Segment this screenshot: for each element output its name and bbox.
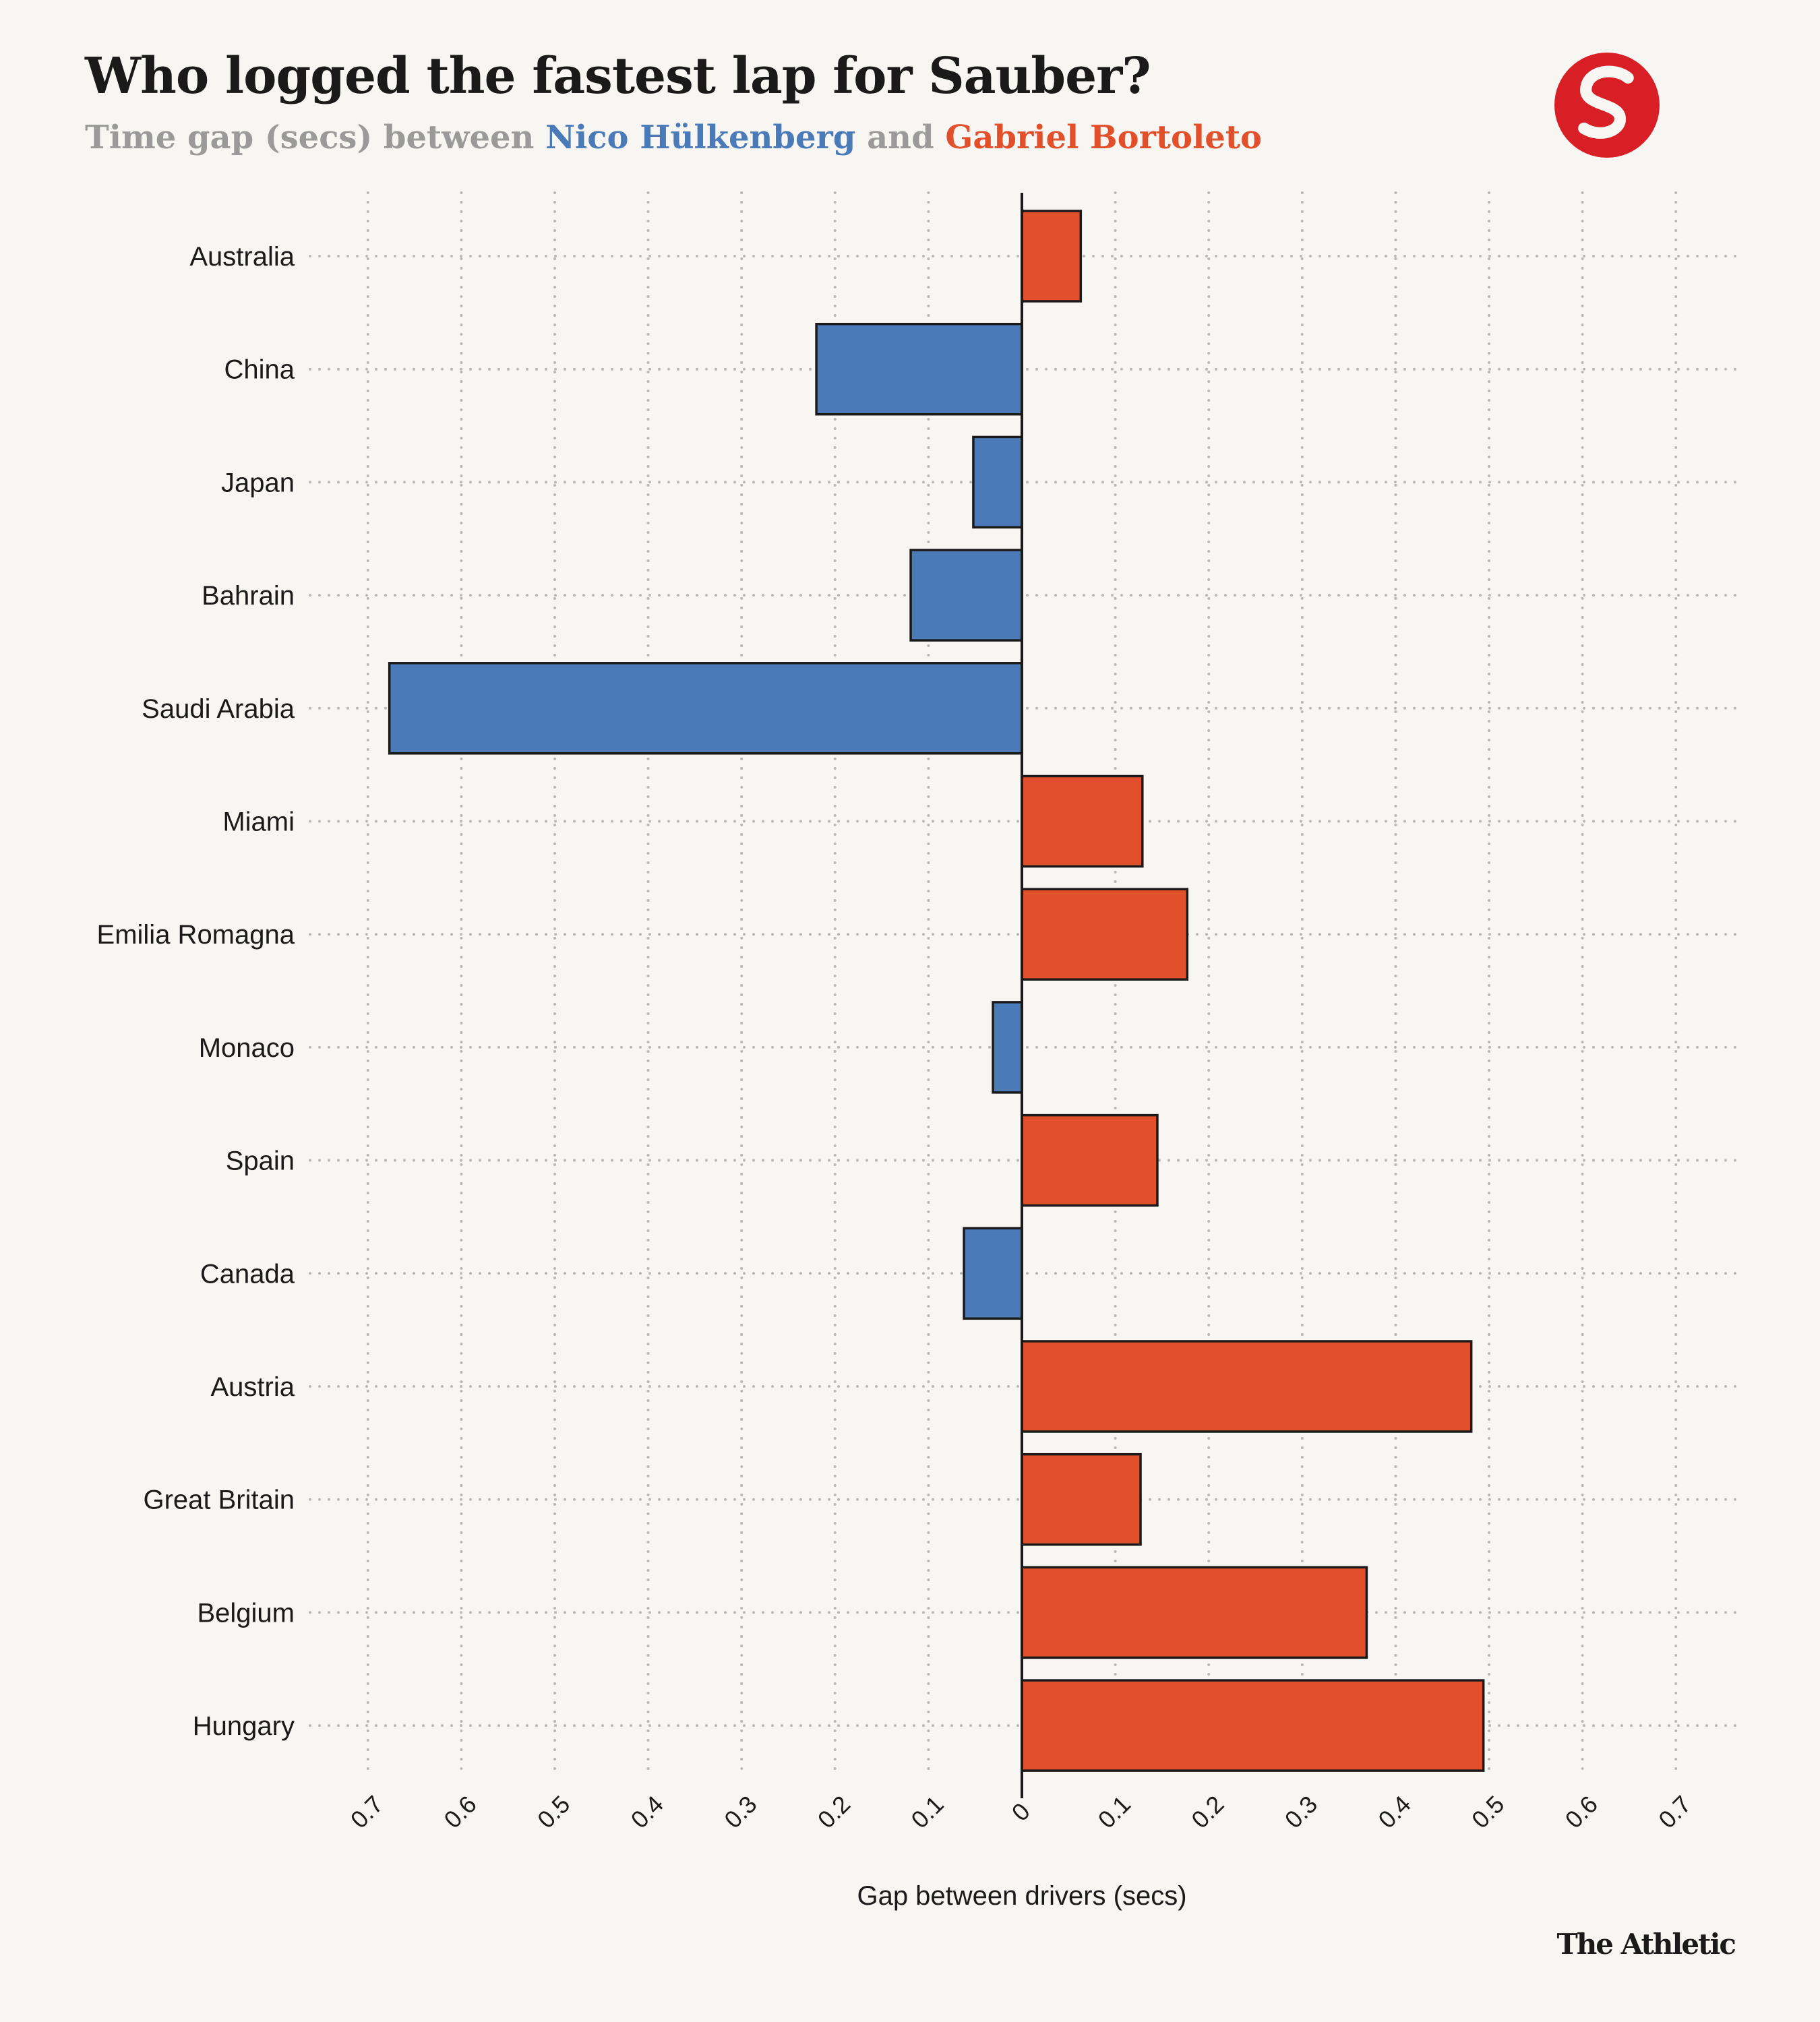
x-tick-label: 0.6 bbox=[1560, 1790, 1603, 1833]
bar bbox=[963, 1227, 1023, 1320]
category-label: Miami bbox=[222, 807, 295, 837]
x-tick-label: 0.2 bbox=[812, 1790, 855, 1833]
category-label: China bbox=[224, 355, 295, 385]
subtitle-mid: and bbox=[855, 119, 946, 156]
bar bbox=[1021, 210, 1083, 303]
category-label: Hungary bbox=[193, 1711, 295, 1741]
chart-title: Who logged the fastest lap for Sauber? bbox=[85, 47, 1151, 105]
x-axis-title: Gap between drivers (secs) bbox=[857, 1881, 1186, 1911]
bar bbox=[1021, 1340, 1473, 1433]
athletic-s-logo-icon bbox=[1554, 53, 1660, 158]
chart-subtitle: Time gap (secs) between Nico Hülkenberg … bbox=[85, 119, 1262, 156]
bar bbox=[992, 1001, 1023, 1094]
bar bbox=[1021, 1113, 1159, 1207]
bar bbox=[1021, 1452, 1142, 1546]
bar bbox=[972, 435, 1023, 529]
bar bbox=[1021, 774, 1144, 868]
category-label: Monaco bbox=[199, 1033, 295, 1063]
bar bbox=[909, 549, 1023, 642]
brand-wordmark: The Athletic bbox=[1556, 1928, 1736, 1961]
x-tick-label: 0.7 bbox=[345, 1790, 388, 1833]
x-tick-label: 0.5 bbox=[1466, 1790, 1509, 1833]
category-label: Japan bbox=[221, 468, 295, 497]
x-tick-label: 0.5 bbox=[532, 1790, 575, 1833]
category-label: Spain bbox=[226, 1146, 295, 1176]
category-label: Great Britain bbox=[143, 1485, 295, 1515]
x-tick-label: 0.3 bbox=[1279, 1790, 1323, 1833]
x-tick-label: 0.4 bbox=[626, 1790, 669, 1833]
legend-driver-b: Gabriel Bortoleto bbox=[945, 119, 1263, 156]
category-label: Bahrain bbox=[202, 581, 295, 611]
bar bbox=[1021, 1566, 1368, 1659]
x-tick-label: 0.1 bbox=[905, 1790, 948, 1833]
x-tick-label: 0.2 bbox=[1186, 1790, 1229, 1833]
category-label: Australia bbox=[189, 242, 295, 272]
category-label: Austria bbox=[211, 1372, 295, 1402]
x-tick-label: 0 bbox=[1006, 1798, 1035, 1827]
legend-driver-a: Nico Hülkenberg bbox=[545, 119, 856, 156]
bar bbox=[1021, 888, 1189, 981]
category-label: Canada bbox=[200, 1259, 295, 1289]
category-label: Emilia Romagna bbox=[97, 920, 295, 950]
x-tick-label: 0.4 bbox=[1372, 1790, 1416, 1833]
bar bbox=[388, 662, 1023, 755]
category-label: Belgium bbox=[197, 1598, 295, 1628]
x-tick-label: 0.3 bbox=[719, 1790, 762, 1833]
x-tick-label: 0.7 bbox=[1653, 1790, 1696, 1833]
x-tick-label: 0.1 bbox=[1093, 1790, 1136, 1833]
bar bbox=[815, 322, 1023, 416]
bar bbox=[1021, 1679, 1485, 1772]
subtitle-prefix: Time gap (secs) between bbox=[85, 119, 546, 156]
x-tick-label: 0.6 bbox=[438, 1790, 481, 1833]
category-label: Saudi Arabia bbox=[142, 694, 295, 724]
